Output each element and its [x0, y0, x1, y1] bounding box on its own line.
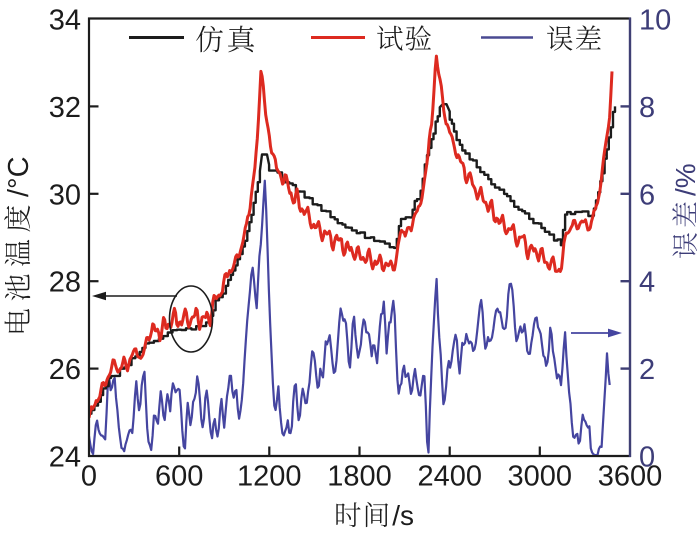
svg-text:6: 6 [639, 179, 655, 211]
svg-text:/°C: /°C [3, 156, 35, 197]
svg-text:0: 0 [639, 442, 655, 474]
svg-text:2400: 2400 [417, 461, 482, 493]
svg-text:30: 30 [49, 179, 81, 211]
svg-text:1800: 1800 [327, 461, 392, 493]
svg-text:/s: /s [392, 500, 414, 531]
svg-text:34: 34 [49, 5, 81, 37]
svg-text:28: 28 [49, 267, 81, 299]
svg-text:600: 600 [155, 461, 203, 493]
svg-text:3000: 3000 [508, 461, 573, 493]
svg-text:32: 32 [49, 92, 81, 124]
svg-text:24: 24 [49, 442, 81, 474]
svg-text:0: 0 [81, 461, 97, 493]
svg-text:8: 8 [639, 92, 655, 124]
svg-text:/%: /% [670, 163, 700, 196]
svg-text:4: 4 [639, 267, 655, 299]
svg-text:10: 10 [639, 5, 671, 37]
svg-text:3600: 3600 [598, 461, 663, 493]
svg-text:2: 2 [639, 354, 655, 386]
svg-text:1200: 1200 [237, 461, 302, 493]
svg-text:26: 26 [49, 354, 81, 386]
